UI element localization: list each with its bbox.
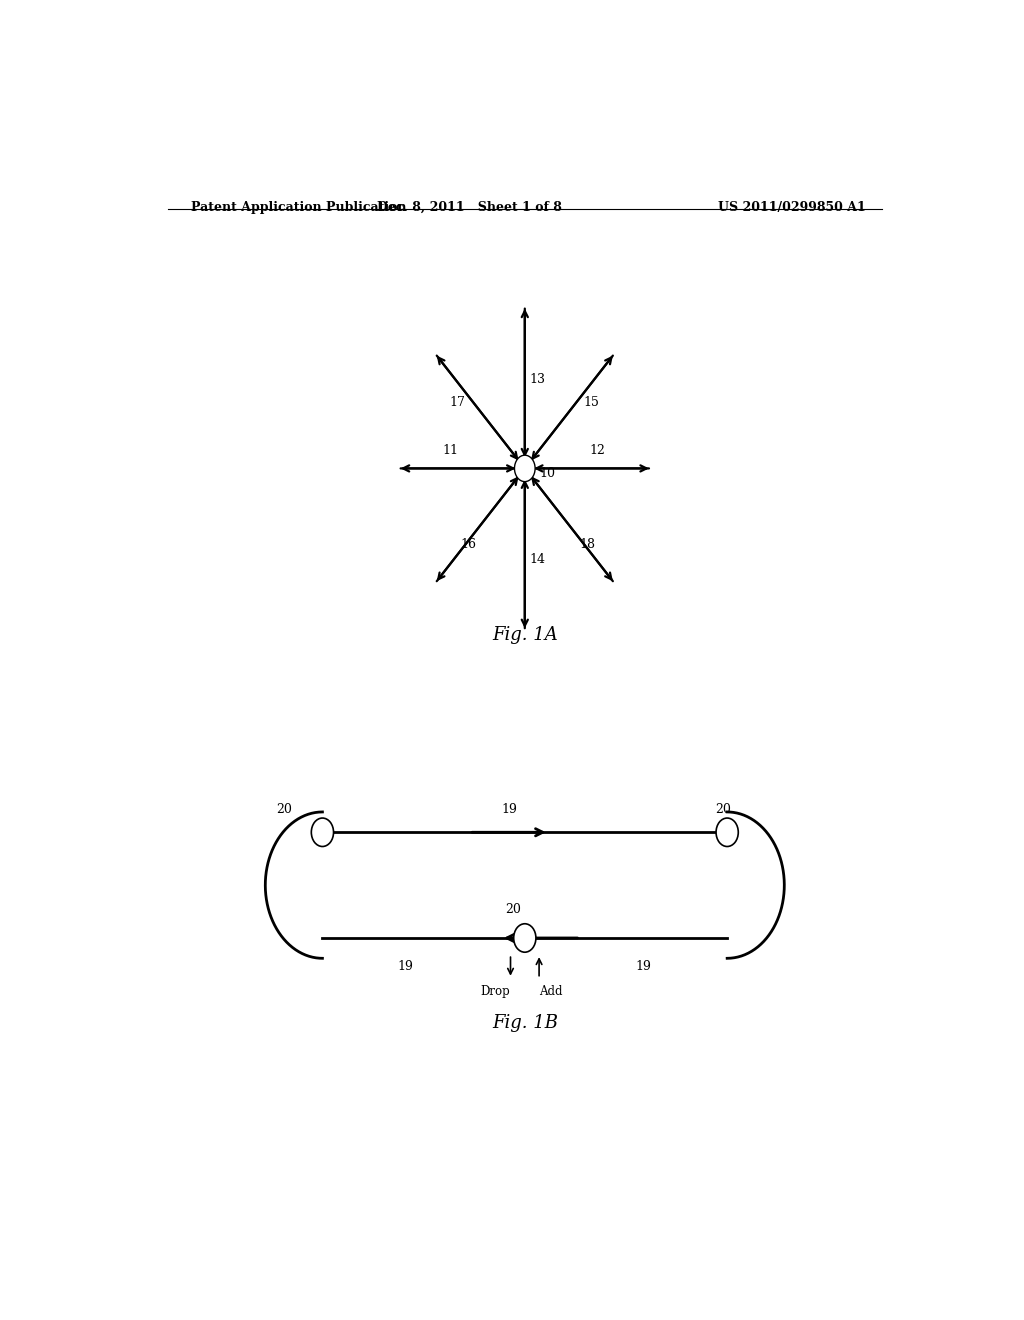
Circle shape [514, 924, 536, 952]
Text: 18: 18 [580, 539, 595, 550]
Text: 15: 15 [584, 396, 599, 409]
Text: 20: 20 [276, 803, 292, 816]
Text: 10: 10 [539, 467, 555, 480]
Text: 11: 11 [442, 444, 459, 457]
Text: Fig. 1B: Fig. 1B [492, 1014, 558, 1032]
Text: Fig. 1A: Fig. 1A [492, 626, 558, 644]
Text: 20: 20 [715, 803, 731, 816]
Text: 19: 19 [501, 803, 517, 816]
Text: Drop: Drop [480, 985, 511, 998]
Circle shape [514, 455, 536, 482]
Text: 13: 13 [529, 374, 546, 387]
Text: 20: 20 [505, 903, 521, 916]
Text: US 2011/0299850 A1: US 2011/0299850 A1 [718, 201, 866, 214]
Text: Dec. 8, 2011   Sheet 1 of 8: Dec. 8, 2011 Sheet 1 of 8 [377, 201, 562, 214]
Text: Add: Add [539, 985, 562, 998]
Text: 12: 12 [589, 444, 605, 457]
Text: 17: 17 [450, 396, 466, 409]
Text: 16: 16 [461, 539, 476, 550]
Text: Patent Application Publication: Patent Application Publication [191, 201, 407, 214]
Text: 19: 19 [397, 961, 414, 973]
Circle shape [716, 818, 738, 846]
Text: 19: 19 [636, 961, 652, 973]
Text: 14: 14 [529, 553, 546, 565]
Circle shape [311, 818, 334, 846]
